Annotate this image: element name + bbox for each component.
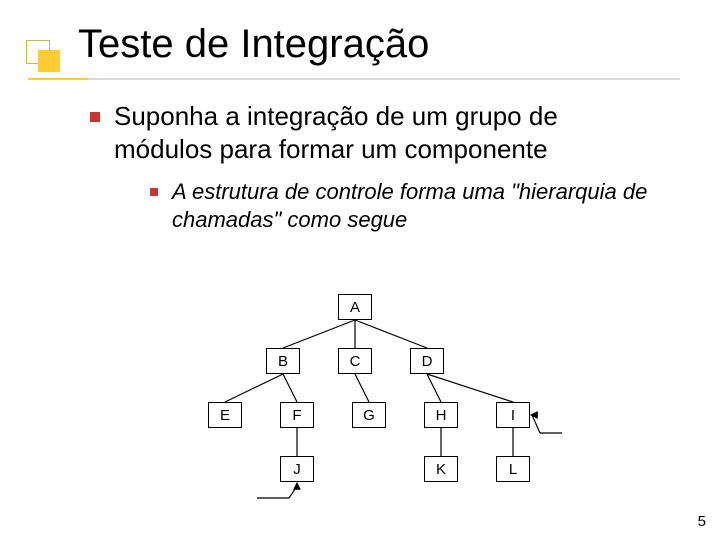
node-label: H <box>436 407 447 424</box>
node-label: G <box>363 407 375 424</box>
node-label: B <box>278 353 288 370</box>
bullet-level1: Suponha a integração de um grupo de módu… <box>90 100 650 165</box>
tree-node-h: H <box>424 402 458 428</box>
page-number: 5 <box>698 513 706 530</box>
tree-node-b: B <box>266 348 300 374</box>
bullet-marker-icon <box>90 112 100 122</box>
slide-title: Teste de Integração <box>78 22 429 67</box>
tree-node-i: I <box>496 402 530 428</box>
tree-node-c: C <box>338 348 372 374</box>
node-label: J <box>293 461 301 478</box>
node-label: I <box>511 407 515 424</box>
node-label: A <box>350 299 360 316</box>
node-label: D <box>422 353 433 370</box>
node-label: K <box>436 461 446 478</box>
tree-node-f: F <box>280 402 314 428</box>
tree-node-j: J <box>280 456 314 482</box>
decor-filled-square <box>38 50 60 72</box>
node-label: E <box>220 407 230 424</box>
node-label: F <box>292 407 301 424</box>
tree-node-a: A <box>338 294 372 320</box>
bullet-marker-icon <box>150 188 158 196</box>
tree-node-g: G <box>352 402 386 428</box>
node-label: C <box>350 353 361 370</box>
tree-edges <box>0 0 720 540</box>
bullet-level2: A estrutura de controle forma uma "hiera… <box>150 178 650 233</box>
node-label: L <box>509 461 517 478</box>
title-underline <box>28 78 680 80</box>
tree-node-l: L <box>496 456 530 482</box>
hierarchy-diagram: A B C D E F G H I J K L <box>0 0 720 540</box>
title-decoration <box>26 40 68 68</box>
bullet-level2-text: A estrutura de controle forma uma "hiera… <box>172 178 650 233</box>
tree-node-k: K <box>424 456 458 482</box>
tree-node-e: E <box>208 402 242 428</box>
bullet-level1-text: Suponha a integração de um grupo de módu… <box>114 100 650 165</box>
tree-node-d: D <box>410 348 444 374</box>
